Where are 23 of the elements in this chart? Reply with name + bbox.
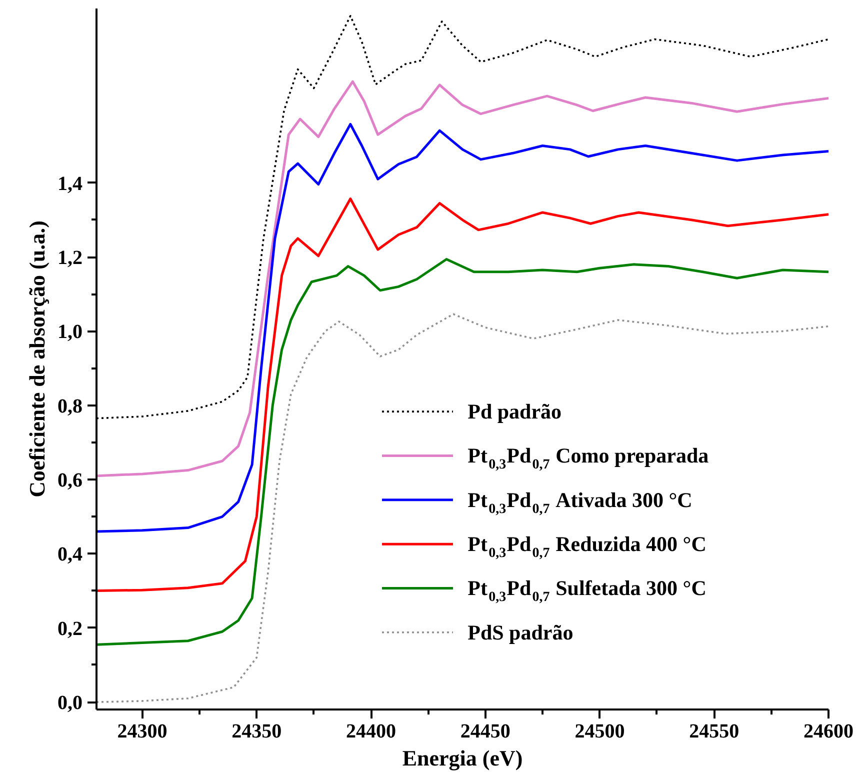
y-tick-label: 1,2 [58,247,82,270]
y-tick-label: 0,0 [58,692,82,714]
y-axis-title: Coeficiente de absorção (u.a.) [24,220,50,498]
x-tick-label: 24400 [346,720,396,742]
legend-label: Pd padrão [468,400,562,424]
x-axis-title: Energia (eV) [402,746,523,770]
x-tick-label: 24500 [574,720,625,742]
x-tick-label: 24550 [689,720,740,742]
y-tick-label: 1,4 [58,172,82,195]
line-series [96,313,828,703]
y-tick-label: 0,8 [58,395,82,418]
x-tick-label: 24450 [460,720,510,742]
line-series [96,80,828,478]
x-tick-label: 24300 [117,720,168,742]
x-tick-label: 24600 [804,720,854,742]
y-tick-label: 0,4 [58,544,82,566]
y-tick-label: 1,0 [58,321,82,344]
line-series [96,122,828,533]
legend-label: PdS padrão [468,620,574,644]
y-tick-label: 0,6 [58,470,82,492]
x-tick-label: 24350 [232,720,282,742]
line-series [96,258,828,646]
y-tick-label: 0,2 [58,618,82,640]
